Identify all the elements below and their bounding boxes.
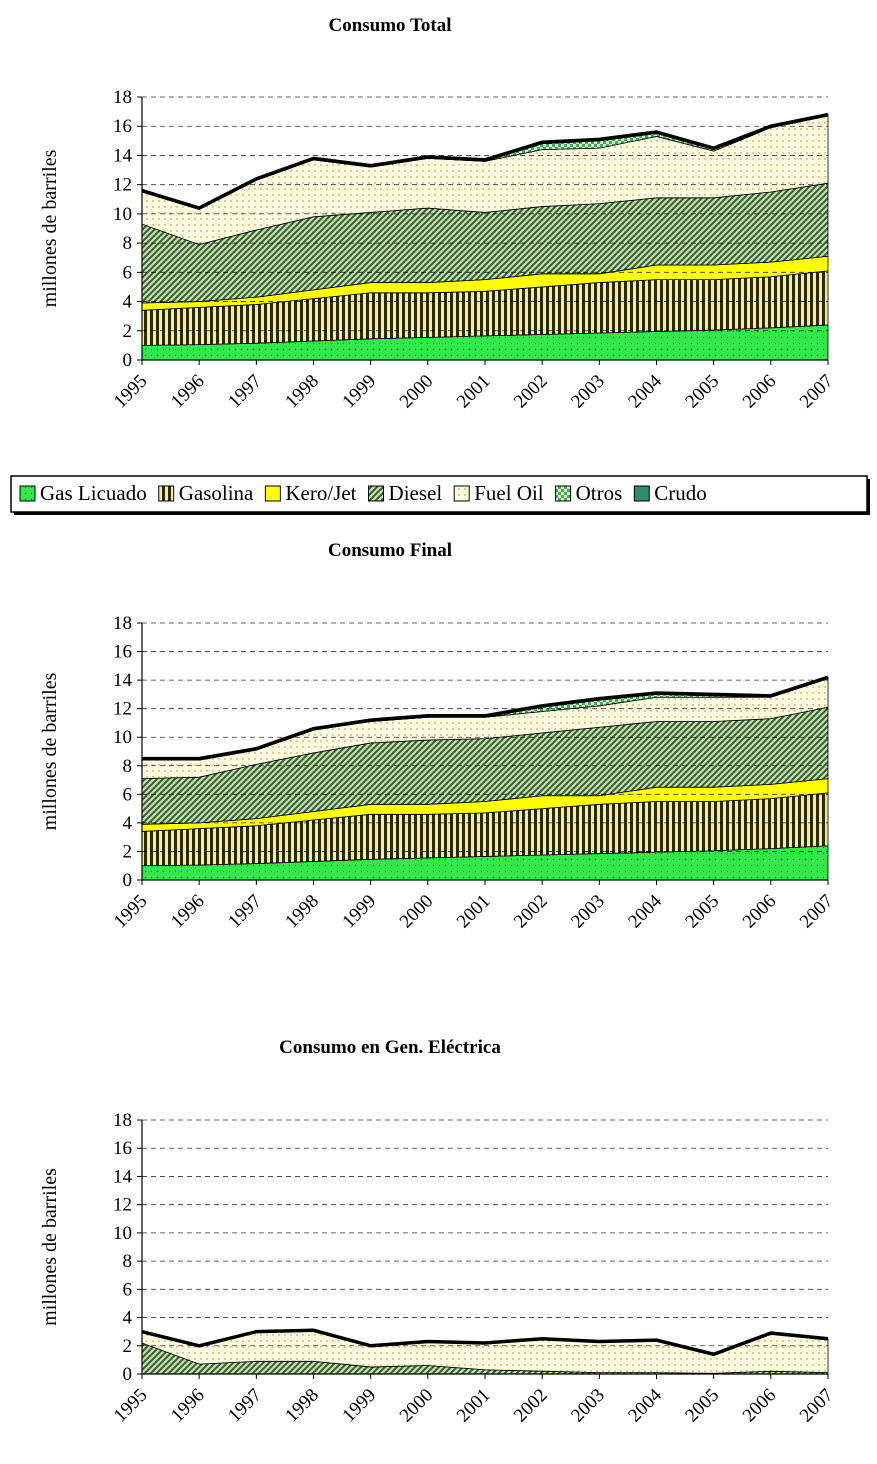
y-tick-label: 10	[113, 1223, 132, 1244]
x-tick-label: 2001	[453, 371, 495, 413]
x-tick-label: 2006	[739, 891, 781, 933]
legend-label: Diesel	[389, 481, 443, 505]
legend-label: Fuel Oil	[474, 481, 544, 505]
y-tick-label: 14	[113, 670, 133, 691]
y-tick-label: 14	[113, 1166, 133, 1187]
y-tick-label: 2	[123, 841, 133, 862]
x-tick-label: 1999	[338, 891, 380, 933]
x-tick-label: 1997	[224, 891, 266, 933]
x-tick-label: 2002	[510, 1385, 552, 1427]
y-tick-label: 10	[113, 204, 132, 225]
y-tick-label: 6	[123, 784, 133, 805]
legend-swatch	[158, 485, 175, 502]
y-tick-label: 4	[123, 1308, 133, 1329]
y-tick-label: 18	[113, 613, 132, 634]
x-tick-label: 2003	[567, 371, 609, 413]
total-outline	[141, 112, 829, 210]
y-axis-label: millones de barriles	[39, 1168, 61, 1326]
legend: Gas Licuado Gasolina Kero/Jet Diesel Fuel Oi…	[19, 481, 707, 505]
x-tick-label: 2001	[453, 891, 495, 933]
x-tick-label: 2000	[396, 891, 438, 933]
x-tick-label: 1999	[338, 1385, 380, 1427]
y-tick-label: 18	[113, 87, 132, 108]
y-tick-label: 2	[123, 1336, 133, 1357]
y-tick-label: 8	[123, 756, 133, 777]
total-outline	[142, 675, 829, 761]
y-tick-label: 4	[123, 292, 133, 313]
y-tick-label: 14	[113, 145, 133, 166]
y-tick-label: 10	[113, 727, 132, 748]
y-tick-label: 0	[123, 870, 133, 891]
x-tick-label: 2005	[681, 371, 723, 413]
y-tick-label: 8	[123, 233, 133, 254]
x-tick-label: 2004	[624, 890, 666, 932]
y-tick-label: 2	[123, 321, 133, 342]
y-axis-label: millones de barriles	[39, 672, 61, 830]
x-tick-label: 2007	[796, 371, 838, 413]
x-tick-label: 2002	[510, 371, 552, 413]
x-tick-label: 1998	[281, 371, 323, 413]
x-tick-label: 2004	[624, 1384, 666, 1426]
legend-swatch	[368, 485, 385, 502]
legend-swatch	[264, 485, 281, 502]
x-tick-label: 2007	[796, 1385, 838, 1427]
y-tick-label: 16	[113, 116, 132, 137]
x-tick-label: 1996	[167, 1385, 209, 1427]
legend-label: Crudo	[654, 481, 707, 505]
total-outline	[141, 1328, 829, 1357]
x-tick-label: 2007	[796, 891, 838, 933]
y-tick-label: 8	[123, 1251, 133, 1272]
y-axis-label: millones de barriles	[39, 149, 61, 307]
x-tick-label: 2003	[567, 891, 609, 933]
x-tick-label: 2002	[510, 891, 552, 933]
chart-title: Consumo Total	[328, 15, 451, 36]
legend-label: Otros	[576, 481, 623, 505]
y-tick-label: 12	[113, 1195, 132, 1216]
y-tick-label: 0	[123, 350, 133, 371]
x-tick-label: 1999	[338, 371, 380, 413]
legend-swatch	[453, 485, 470, 502]
x-tick-label: 1997	[224, 371, 266, 413]
x-tick-label: 2006	[739, 371, 781, 413]
x-tick-label: 1996	[167, 371, 209, 413]
x-tick-label: 1998	[281, 891, 323, 933]
legend-label: Gasolina	[179, 481, 254, 505]
x-tick-label: 1995	[110, 891, 152, 933]
x-tick-label: 1995	[110, 371, 152, 413]
legend-box	[10, 475, 868, 513]
x-tick-label: 2001	[453, 1385, 495, 1427]
x-tick-label: 1996	[167, 891, 209, 933]
x-tick-label: 2000	[396, 371, 438, 413]
x-tick-label: 2005	[681, 891, 723, 933]
legend-swatch	[633, 485, 650, 502]
legend-label: Kero/Jet	[285, 481, 356, 505]
x-tick-label: 2003	[567, 1385, 609, 1427]
x-tick-label: 1998	[281, 1385, 323, 1427]
x-tick-label: 2004	[624, 370, 666, 412]
legend-label: Gas Licuado	[40, 481, 147, 505]
x-tick-label: 2000	[396, 1385, 438, 1427]
y-tick-label: 16	[113, 1138, 132, 1159]
x-tick-label: 2005	[681, 1385, 723, 1427]
y-tick-label: 6	[123, 262, 133, 283]
chart-title: Consumo Final	[328, 540, 452, 561]
chart-title: Consumo en Gen. Eléctrica	[279, 1037, 501, 1058]
x-tick-label: 2006	[739, 1385, 781, 1427]
x-tick-label: 1997	[224, 1385, 266, 1427]
y-tick-label: 6	[123, 1279, 133, 1300]
y-tick-label: 0	[123, 1364, 133, 1385]
y-tick-label: 18	[113, 1110, 132, 1131]
y-tick-label: 16	[113, 642, 132, 663]
y-tick-label: 12	[113, 699, 132, 720]
legend-swatch	[19, 485, 36, 502]
x-tick-label: 1995	[110, 1385, 152, 1427]
legend-swatch	[555, 485, 572, 502]
y-tick-label: 4	[123, 813, 133, 834]
y-tick-label: 12	[113, 175, 132, 196]
